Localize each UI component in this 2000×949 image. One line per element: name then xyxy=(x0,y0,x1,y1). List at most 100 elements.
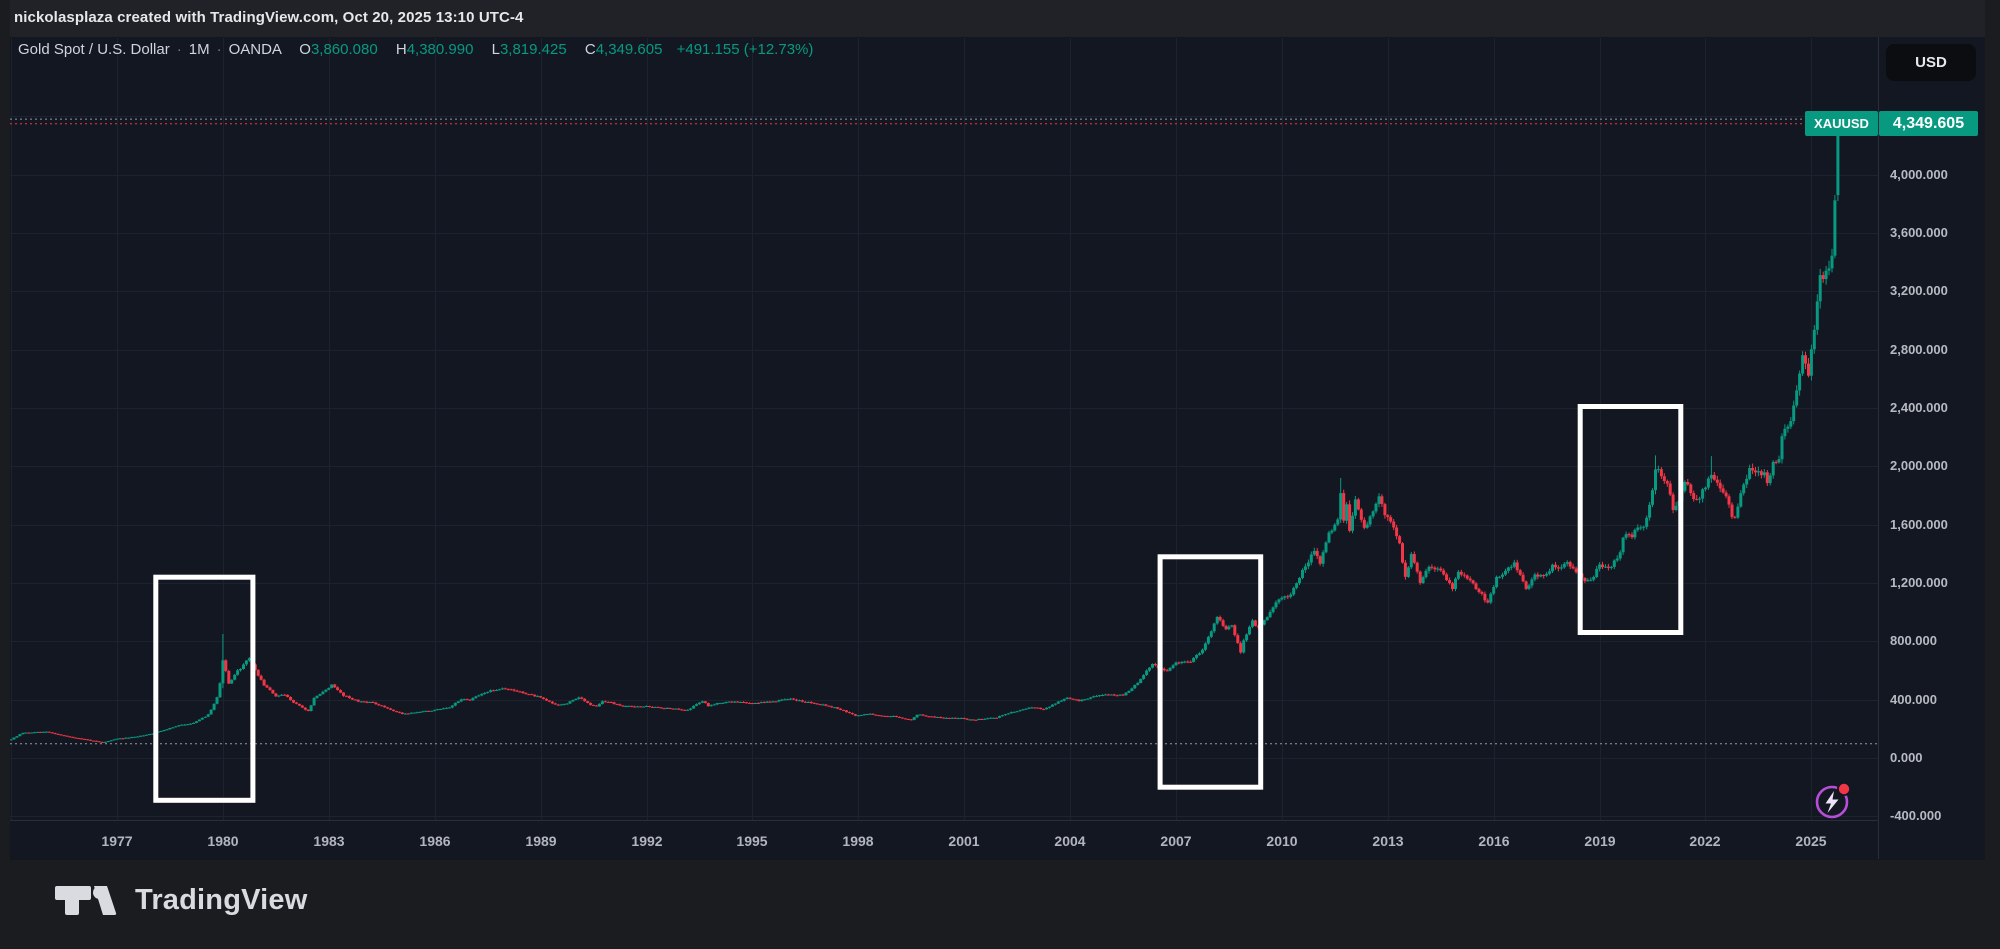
candle-body xyxy=(1627,534,1631,536)
candle-body xyxy=(1080,699,1084,702)
candle-body xyxy=(1295,583,1299,588)
candle-body xyxy=(774,701,778,703)
candle-body xyxy=(945,717,948,719)
separator: · xyxy=(216,41,222,58)
candle-wick xyxy=(763,701,765,703)
candle-body xyxy=(18,734,22,737)
candles-layer[interactable] xyxy=(10,119,1840,743)
price-axis-label: 800.000 xyxy=(1890,633,1937,648)
candle-body xyxy=(1624,534,1628,538)
candle-body xyxy=(1277,599,1281,603)
brand-name: TradingView xyxy=(135,884,308,916)
price-axis-label: 3,200.000 xyxy=(1890,283,1948,298)
interval-label[interactable]: 1M xyxy=(188,41,210,58)
price-axis-label: 3,600.000 xyxy=(1890,225,1948,240)
candle-body xyxy=(365,701,369,703)
candle-body xyxy=(144,734,148,736)
candle-body xyxy=(427,710,431,712)
candle-body xyxy=(15,736,19,738)
candle-body xyxy=(1403,562,1407,577)
highlight-boxes[interactable] xyxy=(153,404,1684,803)
candle-body xyxy=(30,732,34,734)
candle-body xyxy=(312,698,316,706)
time-axis-label: 2001 xyxy=(948,833,980,849)
lightning-icon[interactable] xyxy=(1815,782,1851,819)
candle-body xyxy=(1059,700,1063,702)
candle-body xyxy=(1401,543,1404,563)
candle-body xyxy=(859,715,863,716)
candle-body xyxy=(1509,566,1513,568)
candle-body xyxy=(506,688,510,690)
candle-body xyxy=(1704,487,1707,490)
candle-body xyxy=(1556,567,1560,569)
highlight-box[interactable] xyxy=(1577,404,1684,635)
candle-body xyxy=(286,694,290,697)
candle-body xyxy=(659,707,663,709)
candle-body xyxy=(759,702,763,704)
candle-body xyxy=(1106,694,1110,696)
candle-body xyxy=(662,708,666,710)
candle-body xyxy=(1721,488,1725,493)
candle-body xyxy=(1242,640,1246,653)
candle-body xyxy=(1374,503,1378,512)
candle-body xyxy=(183,724,187,726)
candle-body xyxy=(239,669,242,671)
candle-body xyxy=(877,715,881,717)
candle-body xyxy=(624,706,628,708)
time-axis-label: 1998 xyxy=(842,833,874,849)
candle-body xyxy=(227,671,231,684)
candle-body xyxy=(89,739,92,741)
candle-body xyxy=(1715,479,1719,483)
candle-body xyxy=(1251,620,1254,627)
candle-body xyxy=(68,736,72,738)
candle-body xyxy=(333,684,337,688)
currency-toggle-button[interactable]: USD xyxy=(1886,44,1976,81)
candle-body xyxy=(289,697,293,701)
candle-body xyxy=(1286,596,1290,598)
candle-body xyxy=(1836,123,1840,196)
candle-wick xyxy=(1590,577,1592,582)
candle-body xyxy=(630,705,634,707)
candle-body xyxy=(1018,710,1022,712)
candle-body xyxy=(892,716,896,717)
candle-body xyxy=(1327,532,1331,543)
candle-body xyxy=(942,717,946,719)
candle-body xyxy=(1362,519,1366,528)
candle-body xyxy=(1712,474,1716,480)
candle-body xyxy=(124,737,128,739)
candle-body xyxy=(980,719,984,720)
candle-body xyxy=(853,714,857,716)
highlight-box[interactable] xyxy=(1157,554,1264,790)
candle-body xyxy=(383,705,387,708)
candle-body xyxy=(450,705,454,708)
highlight-box[interactable] xyxy=(153,574,256,803)
candle-body xyxy=(297,703,301,706)
candle-wick xyxy=(757,702,759,704)
candle-body xyxy=(1759,471,1763,476)
candle-body xyxy=(739,702,743,703)
symbol-title[interactable]: Gold Spot / U.S. Dollar xyxy=(18,41,170,58)
candle-body xyxy=(1377,496,1381,504)
candle-body xyxy=(486,691,490,693)
candle-body xyxy=(565,703,569,705)
candle-body xyxy=(24,732,28,734)
candle-body xyxy=(518,691,522,693)
candle-body xyxy=(497,689,501,691)
candle-body xyxy=(1465,575,1469,579)
candle-body xyxy=(1554,564,1557,568)
candle-body xyxy=(1456,571,1460,579)
candle-body xyxy=(1342,493,1346,521)
candle-body xyxy=(1265,617,1269,621)
candle-body xyxy=(186,724,190,726)
candle-body xyxy=(62,735,66,737)
candle-body xyxy=(577,697,581,699)
candle-body xyxy=(912,717,916,720)
candle-wick xyxy=(607,701,609,703)
candle-body xyxy=(1515,562,1519,571)
candle-body xyxy=(1389,517,1393,522)
candle-body xyxy=(647,706,651,707)
candle-body xyxy=(798,700,801,702)
candle-body xyxy=(397,711,401,713)
symbol-header[interactable]: Gold Spot / U.S. Dollar · 1M · OANDA O3,860.… xyxy=(18,41,813,58)
